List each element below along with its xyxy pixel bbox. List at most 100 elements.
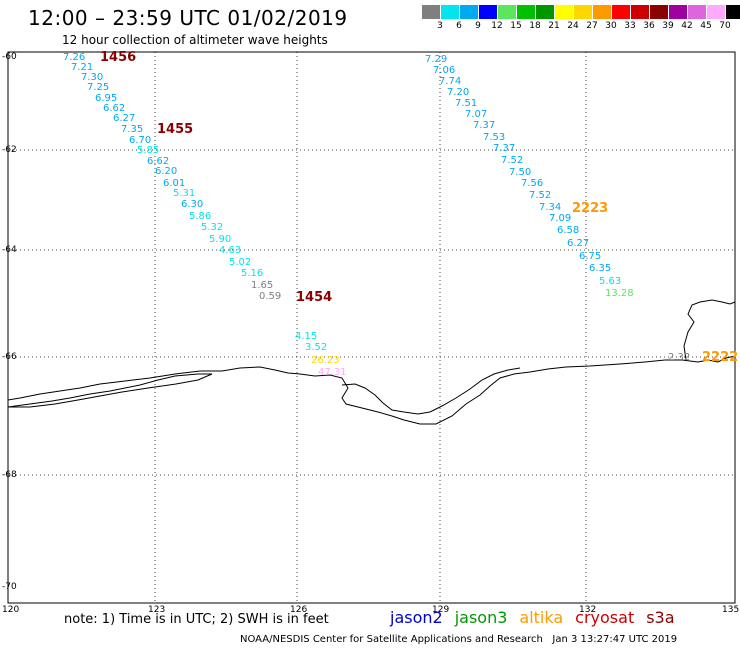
wave-height-value: 7.20 (447, 87, 470, 98)
legend-swatch (460, 5, 479, 19)
legend-label: 15 (510, 21, 522, 31)
footer-credit: NOAA/NESDIS Center for Satellite Applica… (240, 634, 677, 645)
wave-height-value: 5.85 (137, 145, 160, 156)
wave-height-value: 7.53 (483, 132, 506, 143)
wave-height-value: 6.20 (155, 166, 178, 177)
legend-swatch (707, 5, 726, 19)
longitude-label: 126 (290, 605, 308, 615)
wave-height-value: 6.30 (181, 199, 204, 210)
wave-height-value: 5.02 (229, 257, 252, 268)
wave-height-value: 5.31 (173, 188, 196, 199)
pass-number: 1456 (100, 50, 137, 65)
legend-swatch (593, 5, 612, 19)
wave-height-value: 5.32 (201, 222, 224, 233)
footer-note: note: 1) Time is in UTC; 2) SWH is in fe… (64, 612, 329, 627)
wave-height-value: 3.52 (305, 342, 328, 353)
wave-height-value: 5.86 (189, 211, 212, 222)
coastline-inlet (7, 373, 213, 408)
wave-height-value: 7.52 (529, 190, 552, 201)
legend-swatch (631, 5, 650, 19)
wave-height-value: 6.27 (567, 238, 590, 249)
render-timestamp: Jan 3 13:27:47 UTC 2019 (552, 634, 678, 645)
wave-height-value: 6.75 (579, 251, 602, 262)
legend-label: 45 (700, 21, 712, 31)
legend-swatches (422, 5, 740, 19)
legend-label: 27 (586, 21, 598, 31)
page-title: 12:00 – 23:59 UTC 01/02/2019 (28, 6, 348, 30)
wave-height-value: 6.27 (113, 113, 136, 124)
wave-height-value: 2.32 (668, 352, 691, 363)
wave-height-value: 7.26 (63, 52, 86, 63)
satellite-legend: jason2 jason3 altika cryosat s3a (390, 608, 687, 627)
legend-label: 12 (491, 21, 503, 31)
legend-swatch (726, 5, 740, 19)
wave-height-value: 1.65 (251, 280, 274, 291)
latitude-label: -68 (2, 470, 17, 480)
credit-text: NOAA/NESDIS Center for Satellite Applica… (240, 634, 543, 645)
wave-height-value: 6.62 (103, 103, 126, 114)
legend-swatch (612, 5, 631, 19)
wave-height-value: 7.06 (433, 65, 456, 76)
wave-height-value: 6.70 (129, 135, 152, 146)
wave-height-value: 6.62 (147, 156, 170, 167)
legend-label: 6 (456, 21, 462, 31)
longitude-label: 135 (722, 605, 740, 615)
legend-swatch (422, 5, 441, 19)
longitude-label: 123 (148, 605, 166, 615)
wave-height-value: 5.16 (241, 268, 264, 279)
legend-label: 70 (719, 21, 731, 31)
latitude-label: -66 (2, 352, 17, 362)
legend-label: 39 (662, 21, 674, 31)
longitude-label: 129 (432, 605, 450, 615)
latitude-label: -70 (2, 582, 17, 592)
legend-label: 36 (643, 21, 655, 31)
legend-swatch (479, 5, 498, 19)
coastline-bay (341, 367, 521, 415)
legend-swatch (517, 5, 536, 19)
wave-height-value: 5.63 (599, 276, 622, 287)
wave-height-value: 4.63 (219, 245, 242, 256)
pass-number: 2222 (702, 350, 739, 365)
pass-number: 1455 (157, 122, 194, 137)
wave-height-value: 7.37 (473, 120, 496, 131)
legend-swatch (498, 5, 517, 19)
longitude-label: 132 (579, 605, 597, 615)
wave-height-value: 7.35 (121, 124, 144, 135)
legend-swatch (669, 5, 688, 19)
wave-height-value: 47.31 (318, 367, 347, 378)
wave-height-value: 26.23 (311, 355, 340, 366)
wave-height-value: 6.01 (163, 178, 186, 189)
wave-height-value: 7.29 (425, 54, 448, 65)
legend-label: 24 (567, 21, 579, 31)
legend-label: 42 (681, 21, 693, 31)
wave-height-value: 6.95 (95, 93, 118, 104)
map-frame (7, 51, 736, 604)
legend-swatch (688, 5, 707, 19)
wave-height-value: 7.07 (465, 109, 488, 120)
longitude-label: 120 (2, 605, 20, 615)
graticule (8, 52, 735, 603)
wave-height-value: 7.09 (549, 213, 572, 224)
wave-height-value: 7.21 (71, 62, 94, 73)
latitude-label: -64 (2, 245, 17, 255)
legend-label: 21 (548, 21, 560, 31)
wave-height-value: 7.37 (493, 143, 516, 154)
legend-label: 33 (624, 21, 636, 31)
wave-height-value: 7.34 (539, 202, 562, 213)
wave-height-value: 0.59 (259, 291, 282, 302)
satellite-name: s3a (646, 608, 675, 627)
legend-swatch (650, 5, 669, 19)
legend-swatch (536, 5, 555, 19)
wave-height-value: 13.28 (605, 288, 634, 299)
wave-height-value: 7.50 (509, 167, 532, 178)
wave-height-value: 5.90 (209, 234, 232, 245)
wave-height-value: 6.35 (589, 263, 612, 274)
pass-number: 2223 (572, 201, 609, 216)
legend-swatch (574, 5, 593, 19)
satellite-name: altika (519, 608, 564, 627)
coastline-island (683, 299, 736, 361)
legend-label: 18 (529, 21, 541, 31)
